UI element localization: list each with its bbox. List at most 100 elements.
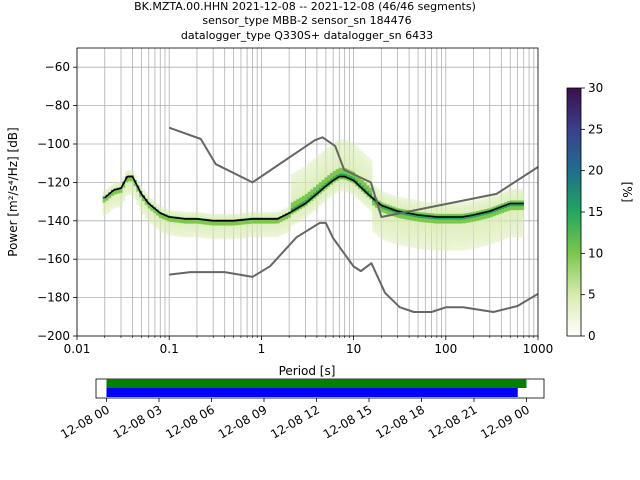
heatmap-cell [461,202,466,205]
heatmap-cell [141,191,146,194]
heatmap-cell [332,165,336,168]
heatmap-cell [377,215,381,219]
heatmap-cell [366,204,370,207]
heatmap-cell [501,230,505,233]
heatmap-cell [178,232,182,235]
heatmap-cell [467,210,471,214]
heatmap-cell [509,206,513,209]
heatmap-cell [453,244,457,247]
heatmap-cell [125,184,129,187]
heatmap-cell [254,213,258,217]
heatmap-cell [251,234,255,238]
heatmap-cell [478,202,482,206]
heatmap-cell [184,211,188,215]
heatmap-cell [476,205,480,208]
heatmap-cell [313,185,317,188]
heatmap-cell [324,169,328,173]
heatmap-cell [341,160,345,163]
heatmap-cell [360,185,365,189]
heatmap-cell [136,183,140,187]
heatmap-cell [442,236,446,240]
heatmap-cell [391,239,395,242]
heatmap-cell [405,221,409,224]
heatmap-cell [422,224,426,227]
heatmap-cell [287,221,292,224]
heatmap-cell [251,227,255,230]
heatmap-cell [327,169,331,172]
heatmap-cell [425,220,429,223]
heatmap-cell [265,225,269,228]
heatmap-cell [422,247,426,250]
heatmap-cell [273,225,278,228]
heatmap-cell [447,219,452,222]
heatmap-cell [287,213,292,217]
heatmap-cell [226,213,230,217]
heatmap-cell [141,189,146,192]
heatmap-cell [223,229,227,232]
heatmap-cell [512,194,516,198]
heatmap-cell [276,221,280,224]
heatmap-cell [276,219,280,222]
heatmap-cell [254,231,258,234]
heatmap-cell [341,181,345,184]
heatmap-cell [313,169,317,173]
heatmap-cell [495,232,499,235]
heatmap-cell [164,220,168,223]
heatmap-cell [506,231,510,235]
heatmap-cell [464,207,468,210]
heatmap-cell [363,197,367,201]
heatmap-cell [321,175,325,179]
heatmap-cell [147,219,151,223]
heatmap-cell [408,241,412,244]
heatmap-cell [237,213,241,216]
heatmap-cell [335,161,339,164]
heatmap-cell [346,184,350,188]
heatmap-cell [153,211,157,214]
heatmap-cell [156,213,160,216]
heatmap-cell [158,215,162,219]
heatmap-cell [111,193,115,197]
heatmap-cell [346,155,350,159]
heatmap-cell [428,209,432,212]
heatmap-cell [419,221,423,225]
heatmap-cell [102,211,106,215]
heatmap-cell [105,200,109,203]
heatmap-cell [251,229,255,232]
heatmap-cell [355,153,359,156]
heatmap-cell [484,235,488,239]
heatmap-cell [290,189,294,192]
heatmap-cell [352,169,356,173]
heatmap-cell [498,219,502,223]
heatmap-cell [125,180,129,183]
heatmap-cell [231,221,235,224]
heatmap-cell [102,204,106,207]
heatmap-cell [150,208,154,212]
heatmap-cell [290,219,294,223]
heatmap-cell [276,228,280,232]
heatmap-cell [231,233,235,236]
heatmap-cell [515,219,519,222]
heatmap-cell [439,229,443,232]
heatmap-cell [431,236,435,239]
heatmap-cell [453,206,457,209]
heatmap-cell [209,228,213,232]
heatmap-cell [116,199,120,202]
heatmap-cell [411,203,415,206]
heatmap-cell [226,217,230,221]
heatmap-cell [217,233,221,236]
heatmap-cell [330,159,334,162]
heatmap-cell [265,231,269,234]
heatmap-cell [467,235,471,239]
heatmap-cell [332,157,336,160]
heatmap-cell [299,185,303,189]
heatmap-cell [518,225,522,228]
heatmap-cell [229,213,233,217]
heatmap-cell [495,234,499,237]
heatmap-cell [400,222,404,225]
heatmap-cell [411,233,415,237]
heatmap-cell [318,199,322,202]
heatmap-cell [307,185,311,189]
heatmap-cell [254,225,258,228]
heatmap-cell [414,236,418,239]
heatmap-cell [265,211,269,215]
